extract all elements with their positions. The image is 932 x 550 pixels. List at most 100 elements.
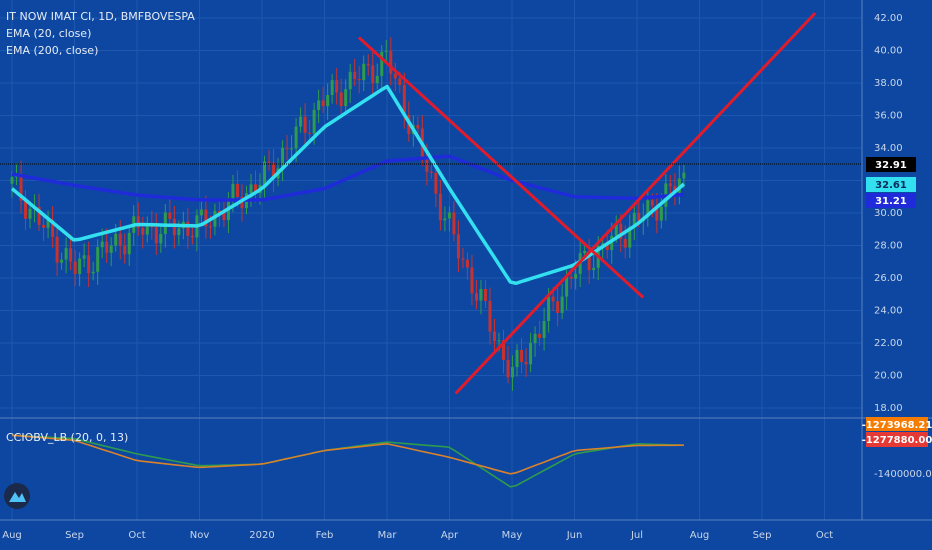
time-tick-label: Nov [190,530,210,541]
time-tick-label: May [502,530,523,541]
candle-body [542,321,546,338]
candle-body [37,207,41,225]
candle-body [303,116,307,133]
candle-body [389,51,393,74]
candle-body [19,174,23,201]
candle-body [64,248,68,260]
candle-body [565,276,569,297]
tradingview-logo[interactable] [4,483,30,509]
candle-body [398,78,402,85]
candle-body [538,333,542,338]
candle-body [371,65,375,84]
last-price-tag: 32.91 [866,157,916,172]
time-tick-label: Oct [128,530,145,541]
time-tick-label: Mar [378,530,398,541]
candle-body [605,243,609,251]
candle-body [366,63,370,66]
trendline-layer [357,12,817,395]
candle-body [551,296,555,302]
candle-body [308,132,312,134]
candle-body [474,293,478,301]
ema20-legend: EMA (20, close) [6,27,91,40]
candle-body [533,333,537,344]
candle-body [42,224,46,228]
candle-body [483,288,487,301]
candle-body [357,79,361,81]
ema20-tag-text: 32.61 [875,180,907,191]
candle-body [632,212,636,227]
candle-body [281,147,285,169]
candle-body [272,162,276,179]
candle-body [492,331,496,342]
candle-body [217,210,221,214]
indicator-legend: CCIOBV_LB (20, 0, 13) [6,431,128,444]
candle-body [235,183,239,197]
price-tick-label: 38.00 [874,78,903,89]
candle-body [547,296,551,322]
ema200-legend: EMA (200, close) [6,44,98,57]
candle-body [646,200,650,218]
price-tick-label: 40.00 [874,46,903,57]
candle-body [416,125,420,129]
candle-body [461,258,465,260]
candle-body [109,245,113,253]
candle-body [290,148,294,150]
candle-body [623,239,627,248]
candle-body [456,234,460,259]
candle-body [204,209,208,227]
candle-body [438,193,442,221]
candle-body [556,301,560,313]
candle-body [668,183,672,187]
candle-body [73,261,77,275]
candle-body [587,250,591,271]
candle-body [96,247,100,272]
obv-red-tag: -1277880.00 [862,432,932,447]
time-tick-label: Feb [316,530,334,541]
candle-body [28,208,32,219]
price-tick-label: 18.00 [874,403,903,414]
candle-body [429,171,433,173]
obv-orange-tag-text: -1273968.21 [862,420,932,431]
obv-red-tag-text: -1277880.00 [862,435,932,446]
candle-body [168,212,172,219]
trendline [454,12,817,395]
candle-body [637,212,641,222]
candle-body [384,51,388,53]
candle-body [263,161,267,185]
candle-body [46,219,50,228]
time-tick-label: Oct [816,530,833,541]
candle-body [199,209,203,216]
last-price-tag-text: 32.91 [875,160,907,171]
candle-body [159,233,163,244]
candle-body [154,227,158,244]
price-tick-label: 34.00 [874,143,903,154]
candle-body [231,183,235,202]
candle-body [479,288,483,301]
candle-body [127,232,131,255]
price-tick-label: 22.00 [874,338,903,349]
time-tick-label: Aug [2,530,22,541]
candle-body [677,178,681,193]
candle-body [78,258,82,275]
candle-body [177,228,181,236]
candle-body [529,343,533,365]
ema200-layer [11,154,685,202]
candle-body [222,213,226,221]
candle-body [60,259,64,263]
candle-body [285,147,289,149]
candle-body [190,235,194,238]
candle-body [55,236,59,263]
time-tick-label: Sep [65,530,84,541]
price-tick-label: 26.00 [874,273,903,284]
candle-body [560,296,564,313]
price-tick-label: 24.00 [874,306,903,317]
candle-body [506,359,510,378]
candle-body [655,205,659,221]
candle-body [141,227,145,235]
ema200-line [11,154,685,202]
indicator-tick-label: -1400000.00 [874,469,932,480]
trendline [357,36,645,299]
candle-body [619,223,623,240]
candle-body [402,84,406,115]
